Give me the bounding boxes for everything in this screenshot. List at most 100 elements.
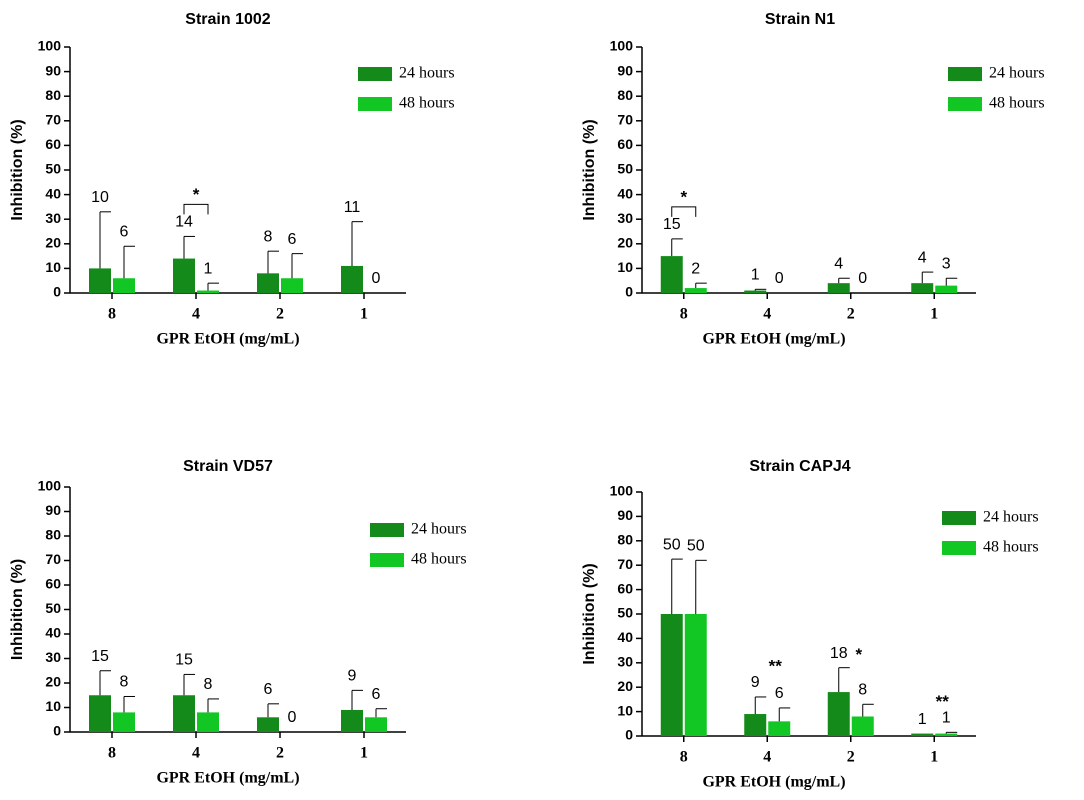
x-tick-label: 8	[108, 306, 116, 323]
bar-24-hours-8	[660, 256, 683, 293]
data-label: 6	[264, 681, 273, 698]
y-axis-label: Inhibition (%)	[581, 563, 598, 664]
data-label: 6	[288, 231, 297, 248]
significance-marker: *	[855, 645, 862, 664]
data-label: 18	[830, 645, 848, 662]
bar-48-hours-4	[768, 721, 791, 736]
data-label: 4	[918, 249, 927, 266]
x-axis-label: GPR EtOH (mg/mL)	[702, 774, 845, 791]
y-tick-label: 80	[45, 527, 61, 543]
y-tick-label: 50	[45, 161, 61, 177]
data-label: 8	[204, 676, 213, 693]
y-tick-label: 50	[617, 161, 633, 177]
y-tick-label: 90	[45, 502, 61, 518]
y-tick-label: 70	[45, 112, 61, 128]
bar-48-hours-1	[365, 717, 387, 732]
y-axis-label: Inhibition (%)	[9, 119, 26, 220]
y-tick-label: 10	[45, 698, 61, 714]
x-tick-label: 4	[192, 745, 200, 762]
y-tick-label: 30	[617, 654, 633, 670]
legend-swatch-24-hours	[358, 67, 392, 81]
y-tick-label: 100	[38, 478, 62, 494]
bar-24-hours-1	[911, 733, 934, 736]
y-tick-label: 50	[617, 605, 633, 621]
chart-title: Strain N1	[765, 11, 835, 28]
data-label: 15	[91, 648, 109, 665]
bar-24-hours-4	[744, 714, 767, 736]
data-label: 1	[918, 711, 927, 728]
chart-panel-4: Strain CAPJ4 Inhibition (%) 0 10 20 30 40 50 60 7…	[581, 458, 1038, 790]
bar-48-hours-8	[113, 278, 135, 293]
chart-title: Strain 1002	[185, 11, 270, 28]
x-axis-label: GPR EtOH (mg/mL)	[156, 770, 299, 787]
data-label: 6	[775, 685, 784, 702]
bar-48-hours-8	[113, 712, 135, 732]
significance-bracket	[183, 203, 209, 215]
data-label: 0	[858, 270, 867, 287]
significance-bracket	[671, 206, 697, 217]
y-tick-label: 40	[45, 625, 61, 641]
legend-swatch-24-hours	[370, 523, 404, 537]
bar-48-hours-1	[935, 285, 958, 293]
y-tick-label: 90	[617, 62, 633, 78]
bar-24-hours-2	[827, 692, 850, 736]
y-tick-label: 20	[617, 678, 633, 694]
chart-title: Strain CAPJ4	[749, 458, 850, 475]
bar-24-hours-1	[341, 265, 363, 293]
bar-24-hours-8	[89, 268, 111, 293]
y-tick-label: 70	[617, 112, 633, 128]
chart-title: Strain VD57	[183, 458, 273, 475]
legend-label: 24 hours	[399, 65, 455, 82]
bar-24-hours-4	[744, 290, 767, 293]
y-tick-label: 10	[45, 259, 61, 275]
x-axis-label: GPR EtOH (mg/mL)	[156, 331, 299, 348]
x-tick-label: 2	[276, 745, 284, 762]
legend-swatch-48-hours	[358, 97, 392, 111]
y-tick-label: 40	[617, 629, 633, 645]
data-label: 14	[175, 214, 193, 231]
data-label: 11	[344, 199, 361, 216]
data-label: 0	[775, 270, 784, 287]
y-tick-label: 100	[38, 38, 62, 54]
y-axis-label: Inhibition (%)	[581, 119, 598, 220]
x-tick-label: 2	[847, 749, 855, 766]
bar-48-hours-2	[281, 278, 303, 293]
significance-marker: *	[680, 187, 687, 206]
y-tick-label: 0	[625, 284, 633, 300]
y-tick-label: 30	[45, 649, 61, 665]
data-label: 8	[858, 681, 867, 698]
y-tick-label: 90	[45, 62, 61, 78]
y-tick-label: 60	[45, 576, 61, 592]
legend-swatch-24-hours	[942, 511, 976, 525]
data-label: 50	[687, 538, 705, 555]
x-axis-label: GPR EtOH (mg/mL)	[702, 331, 845, 348]
y-tick-label: 90	[617, 507, 633, 523]
y-tick-label: 0	[53, 723, 61, 739]
data-label: 1	[204, 260, 213, 277]
y-tick-label: 20	[617, 235, 633, 251]
x-tick-label: 8	[108, 745, 116, 762]
x-tick-label: 1	[930, 306, 938, 323]
y-axis-label: Inhibition (%)	[9, 559, 26, 660]
bar-48-hours-1	[935, 733, 958, 736]
y-tick-label: 80	[617, 532, 633, 548]
y-tick-label: 60	[45, 136, 61, 152]
bar-24-hours-2	[827, 283, 850, 293]
bar-24-hours-2	[257, 273, 279, 293]
significance-marker: **	[936, 692, 950, 711]
data-label: 6	[372, 686, 381, 703]
bar-24-hours-1	[911, 283, 934, 293]
data-label: 1	[942, 710, 951, 727]
y-tick-label: 100	[610, 38, 634, 54]
legend-swatch-48-hours	[942, 541, 976, 555]
x-tick-label: 1	[360, 306, 368, 323]
y-tick-label: 80	[617, 87, 633, 103]
data-label: 8	[120, 674, 129, 691]
bar-48-hours-8	[684, 614, 707, 736]
y-tick-label: 40	[45, 185, 61, 201]
bar-24-hours-4	[173, 695, 195, 732]
x-tick-label: 1	[930, 749, 938, 766]
y-tick-label: 0	[625, 727, 633, 743]
